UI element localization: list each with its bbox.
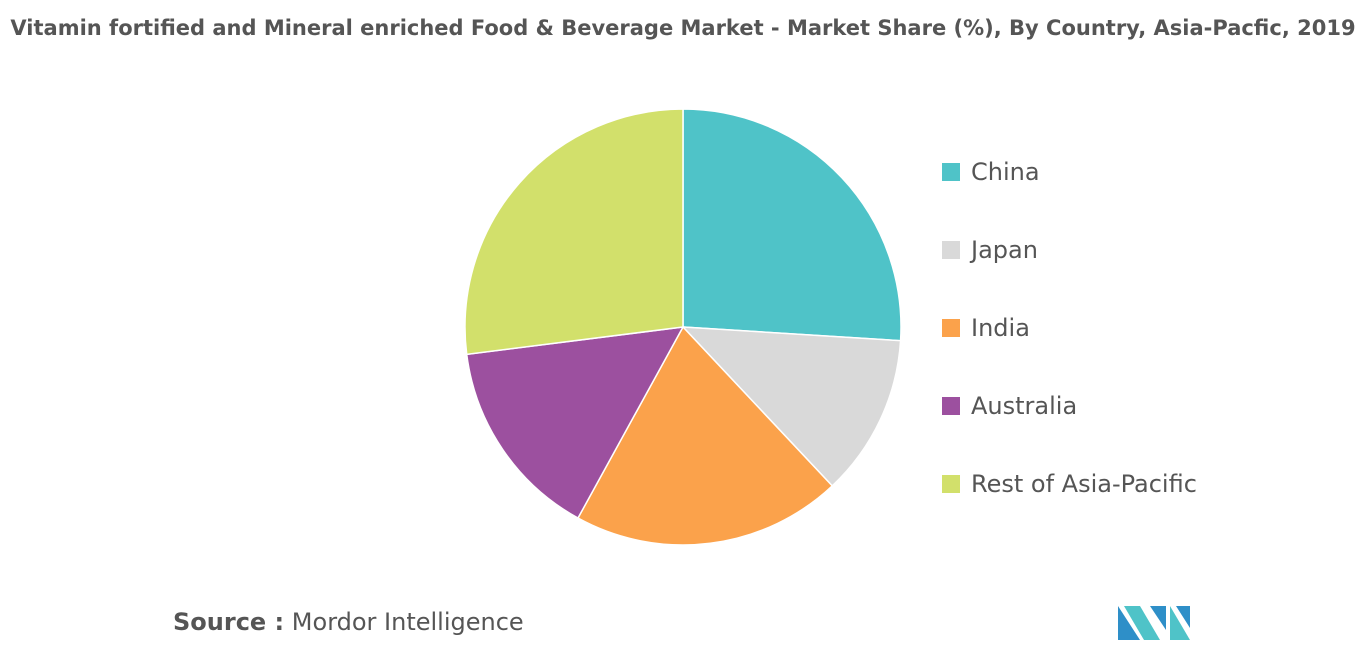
pie-slice xyxy=(576,325,834,546)
logo xyxy=(1118,606,1190,640)
chart-title: Vitamin fortified and Mineral enriched F… xyxy=(10,16,1355,40)
pie xyxy=(464,108,902,546)
legend-swatch xyxy=(942,475,960,493)
source-text: Mordor Intelligence xyxy=(292,608,524,636)
source-label: Source : xyxy=(173,608,284,636)
legend-label: Australia xyxy=(971,392,1077,420)
legend-label: India xyxy=(971,314,1030,342)
legend-swatch xyxy=(942,163,960,181)
pie-slice xyxy=(464,108,684,356)
legend-label: Rest of Asia-Pacific xyxy=(971,470,1197,498)
pie-slice xyxy=(465,326,685,520)
legend-label: China xyxy=(971,158,1040,186)
legend-swatch xyxy=(942,241,960,259)
pie-slice xyxy=(682,108,902,342)
legend-label: Japan xyxy=(969,236,1038,264)
source: Source : Mordor Intelligence xyxy=(173,608,524,636)
legend-swatch xyxy=(942,397,960,415)
legend: China Japan India Australia Rest of Asia-Pac… xyxy=(942,158,1197,498)
pie-slice xyxy=(681,326,902,487)
legend-swatch xyxy=(942,319,960,337)
